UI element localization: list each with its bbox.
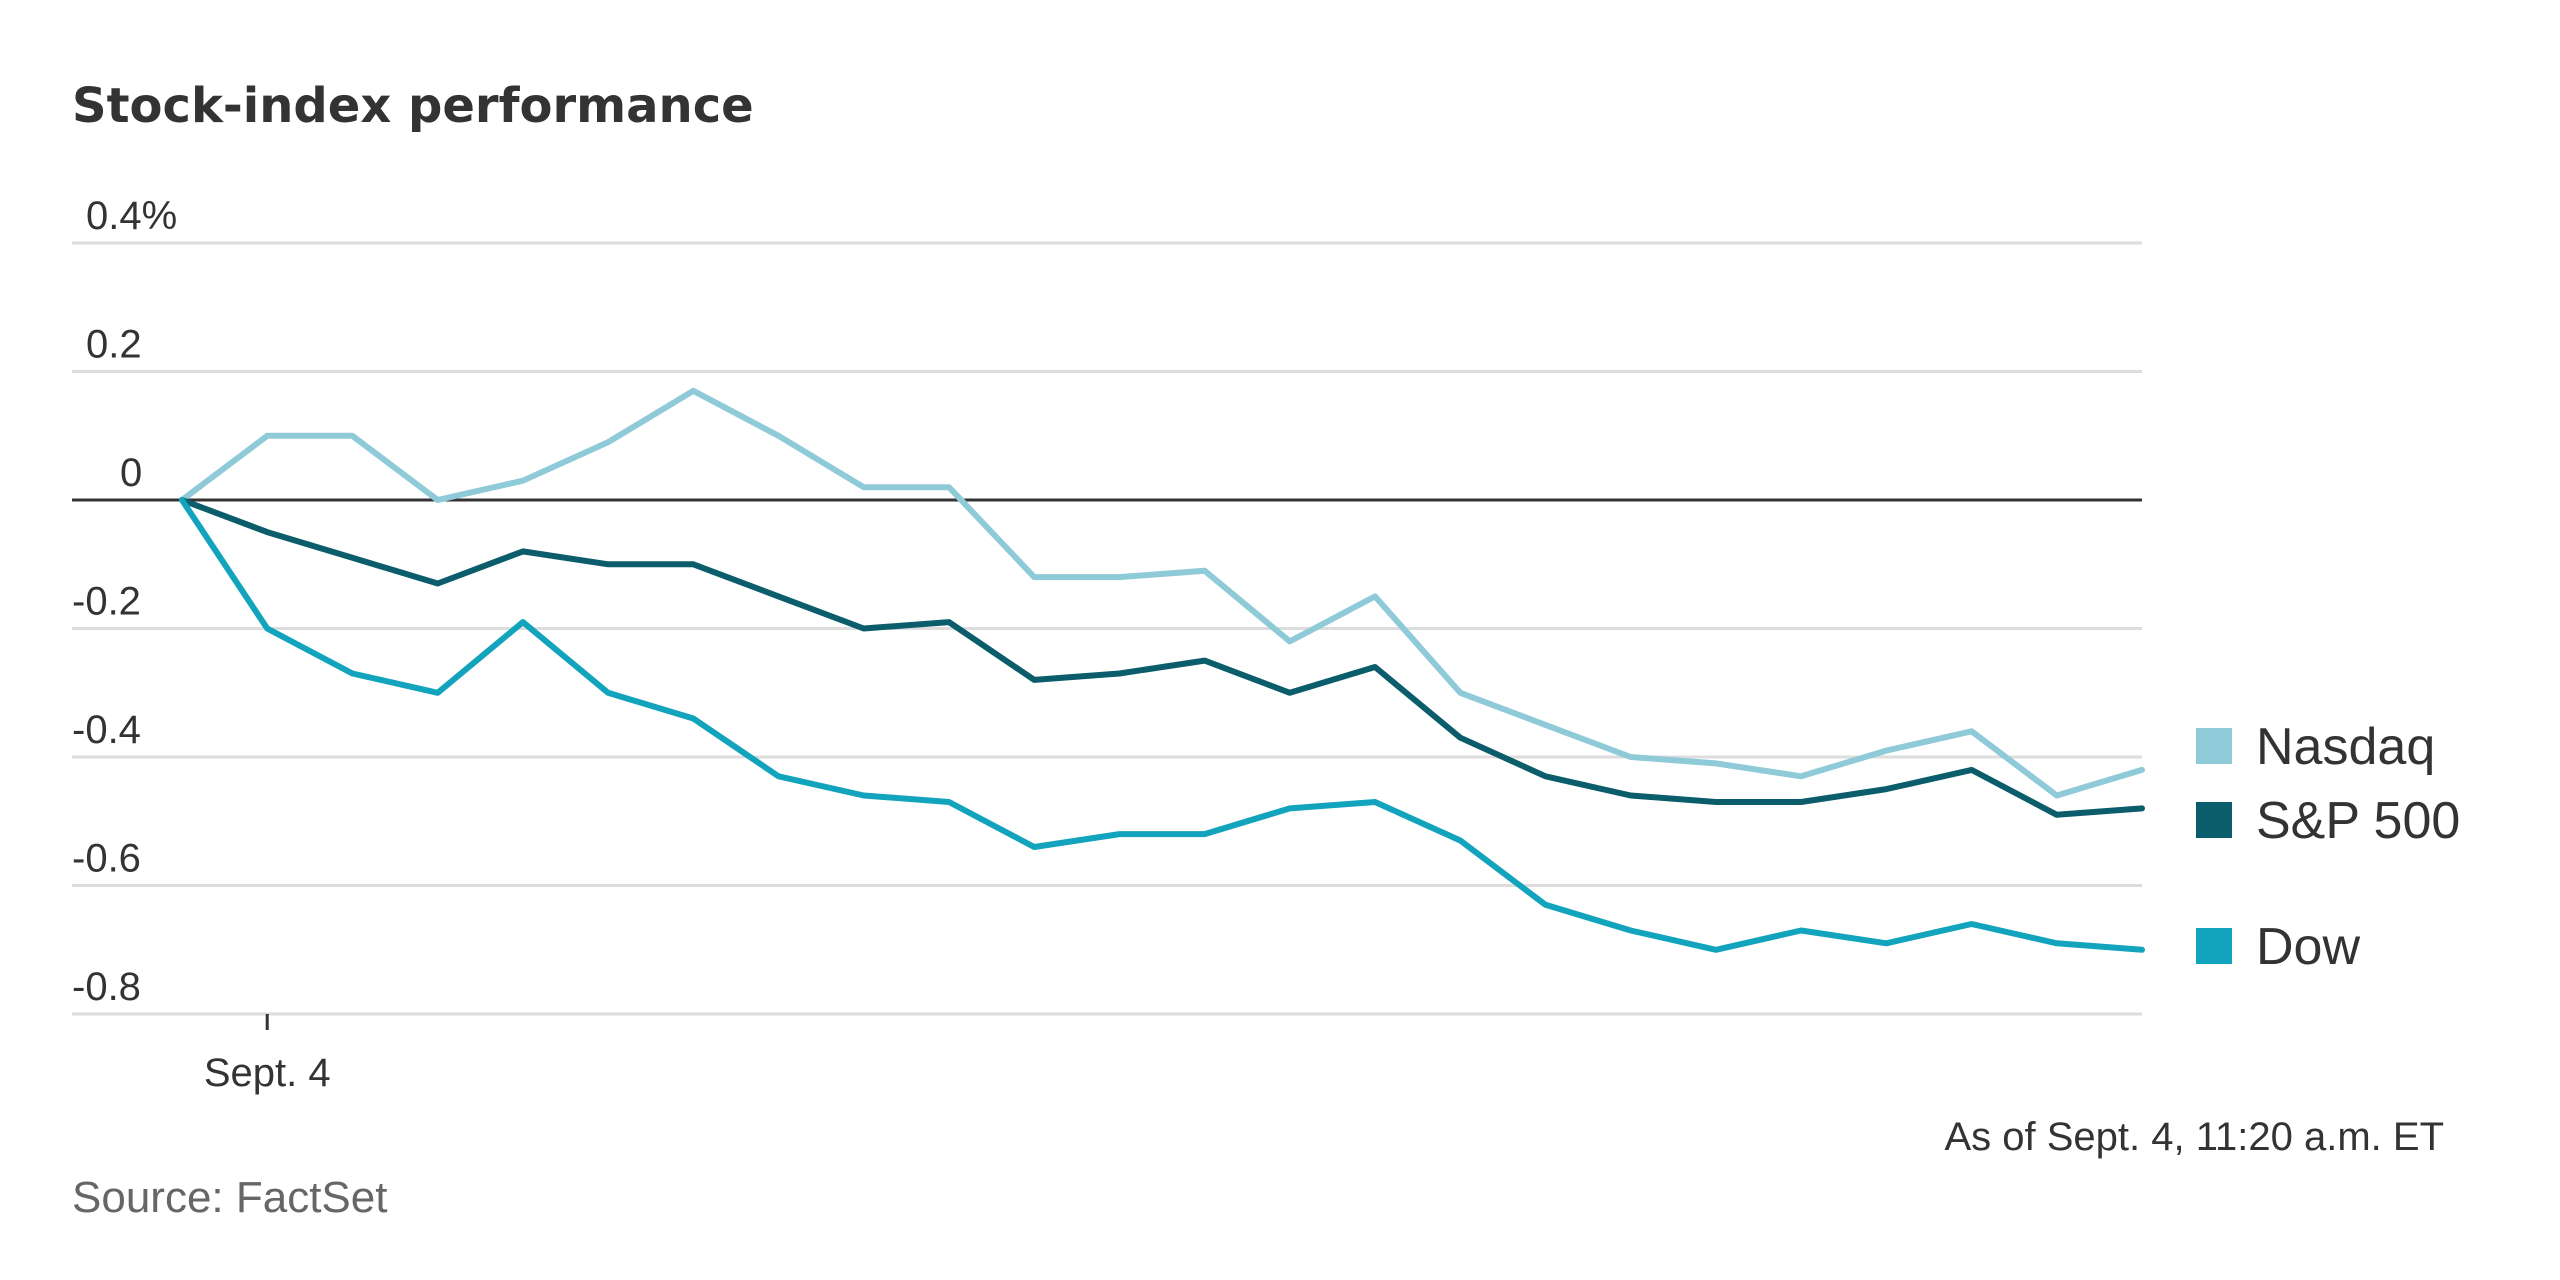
y-tick-label: -0.8	[72, 965, 141, 1009]
y-tick-label: -0.4	[72, 708, 141, 752]
timestamp-note: As of Sept. 4, 11:20 a.m. ET	[1944, 1115, 2444, 1159]
y-tick-label: 0.2	[86, 323, 142, 367]
y-tick-label: 0	[120, 451, 142, 495]
legend-swatch-nasdaq	[2196, 728, 2232, 764]
legend-swatch-dow	[2196, 928, 2232, 964]
series-lines	[179, 387, 2145, 953]
x-tick-label: Sept. 4	[204, 1051, 331, 1095]
series-line-dow	[179, 497, 2145, 953]
legend-label-dow: Dow	[2256, 918, 2360, 976]
x-axis-ticks: Sept. 4	[204, 1014, 331, 1095]
legend-swatch-s-p-500	[2196, 802, 2232, 838]
y-tick-label: -0.2	[72, 580, 141, 624]
gridlines	[72, 241, 2142, 1016]
y-tick-label: 0.4%	[86, 194, 177, 238]
y-axis-ticks: 0.4% 0.2 0 -0.2 -0.4 -0.6 -0.8	[72, 194, 177, 1009]
source-note: Source: FactSet	[72, 1173, 387, 1222]
series-line-nasdaq	[179, 387, 2145, 799]
legend: Nasdaq S&P 500 Dow	[2196, 718, 2460, 976]
chart-title: Stock-index performance	[72, 78, 754, 134]
legend-label-s-p-500: S&P 500	[2256, 792, 2460, 850]
y-tick-label: -0.6	[72, 837, 141, 881]
series-line-s-p-500	[179, 497, 2145, 818]
legend-label-nasdaq: Nasdaq	[2256, 718, 2435, 776]
